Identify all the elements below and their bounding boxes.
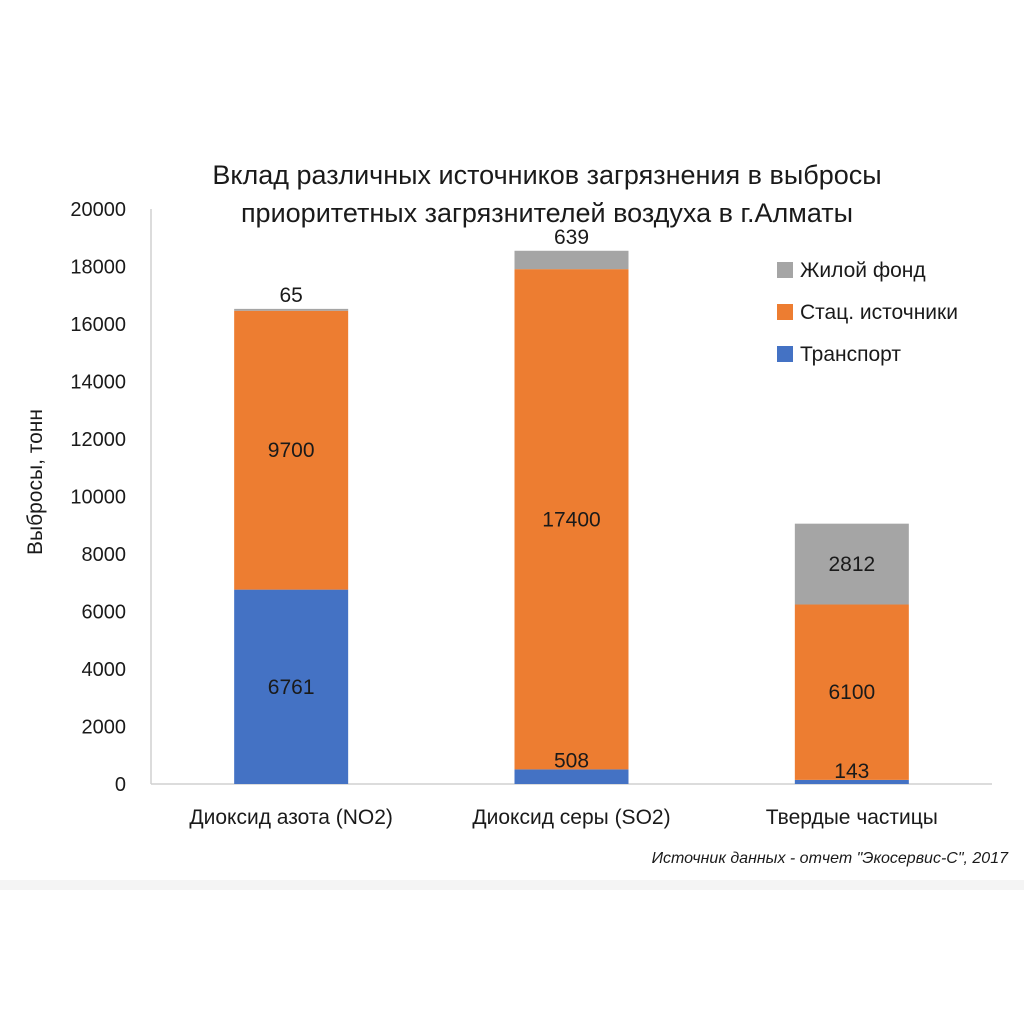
y-tick-label: 6000: [82, 602, 127, 624]
y-axis-label: Выбросы, тонн: [24, 409, 47, 555]
bar-segment-stationary: [794, 604, 909, 780]
bar-segment-transport: [514, 769, 629, 784]
data-label: 9700: [268, 439, 315, 462]
data-label: 508: [554, 749, 589, 772]
data-label: 65: [279, 284, 302, 307]
source-note: Источник данных - отчет "Экосервис-С", 2…: [652, 850, 1010, 867]
bar-segment-residential: [234, 308, 349, 311]
bar-segment-residential: [514, 250, 629, 270]
bar-segment-stationary: [514, 269, 629, 770]
legend-swatch: [777, 304, 793, 320]
y-tick-label: 18000: [70, 257, 126, 279]
chart-title: Вклад различных источников загрязнения в…: [212, 160, 881, 228]
stacked-bar-chart: Вклад различных источников загрязнения в…: [24, 160, 1010, 867]
data-label: 6100: [828, 681, 875, 704]
legend-label: Стац. источники: [800, 301, 958, 324]
y-tick-label: 0: [115, 774, 126, 796]
bars-group: 6761 9700 65 508 17400 639 143 6100 2812: [234, 226, 909, 784]
legend-label: Жилой фонд: [800, 259, 926, 282]
legend-label: Транспорт: [800, 343, 901, 366]
bar-segment-transport: [234, 589, 349, 784]
bottom-band: [0, 880, 1024, 890]
y-tick-label: 8000: [82, 544, 127, 566]
data-label: 639: [554, 226, 589, 249]
y-tick-label: 20000: [70, 199, 126, 221]
data-label: 6761: [268, 676, 315, 699]
data-label: 17400: [542, 508, 600, 531]
y-tick-label: 12000: [70, 429, 126, 451]
x-category-label: Диоксид азота (NO2): [189, 806, 393, 829]
x-category-label: Диоксид серы (SO2): [472, 806, 670, 829]
bar-segment-transport: [794, 779, 909, 784]
chart-title-line-1: Вклад различных источников загрязнения в…: [212, 160, 881, 190]
y-tick-label: 4000: [82, 659, 127, 681]
y-tick-label: 2000: [82, 717, 127, 739]
data-label: 143: [834, 760, 869, 783]
legend-swatch: [777, 346, 793, 362]
bar-segment-stationary: [234, 310, 349, 590]
legend: Жилой фонд Стац. источники Транспорт: [777, 259, 958, 366]
chart-title-line-2: приоритетных загрязнителей воздуха в г.А…: [241, 198, 853, 228]
data-label: 2812: [828, 553, 875, 576]
y-tick-label: 16000: [70, 314, 126, 336]
bar-segment-residential: [794, 523, 909, 605]
x-axis-categories: Диоксид азота (NO2) Диоксид серы (SO2) Тве…: [189, 806, 937, 829]
legend-swatch: [777, 262, 793, 278]
x-category-label: Твердые частицы: [766, 806, 938, 829]
y-tick-label: 10000: [70, 487, 126, 509]
y-axis-ticks: 0 2000 4000 6000 8000 10000 12000 14000 16000 180…: [70, 199, 126, 796]
y-tick-label: 14000: [70, 372, 126, 394]
